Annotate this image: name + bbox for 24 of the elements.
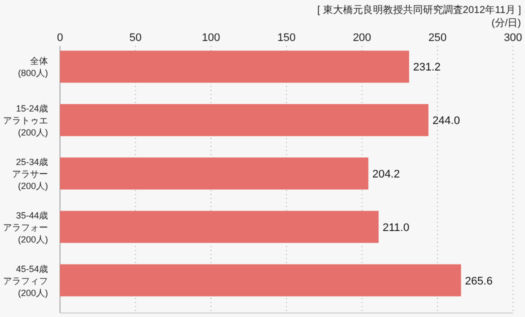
text: [ 東大橋元良明教授共同研究調査2012年11月 ] — [317, 4, 522, 16]
bar — [60, 104, 428, 136]
x-tick-label: 150 — [277, 32, 296, 44]
data-label: 231.2 — [413, 62, 441, 74]
data-label: 244.0 — [432, 115, 460, 128]
x-tick-label: 200 — [352, 32, 372, 44]
bar — [60, 264, 462, 296]
x-tick-label: 100 — [202, 32, 220, 44]
data-label: 265.6 — [465, 275, 493, 288]
bar — [60, 157, 368, 190]
x-tick-label: 250 — [428, 32, 447, 44]
x-tick-label: 50 — [129, 32, 142, 44]
bar — [60, 50, 410, 83]
x-tick-label: 0 — [56, 32, 64, 44]
y-tick-label: 35-44歳アラフォー(200人) — [3, 210, 48, 244]
y-tick-label: 全体(800人) — [18, 56, 48, 78]
data-label: 211.0 — [382, 222, 410, 234]
y-tick-label: 45-54歳アラフィフ(200人) — [3, 264, 48, 298]
data-label: 204.2 — [372, 168, 400, 180]
x-tick-label: 300 — [504, 32, 522, 44]
y-tick-label: 25-34歳アラサー(200人) — [12, 157, 48, 191]
x-axis-title: (分/日) — [492, 17, 521, 29]
bar — [60, 210, 379, 243]
y-tick-label: 15-24歳アラトゥエ(200人) — [3, 104, 48, 138]
